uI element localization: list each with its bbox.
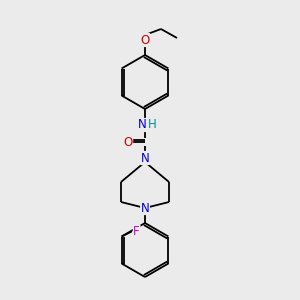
Text: H: H	[148, 118, 156, 131]
Text: N: N	[141, 202, 149, 214]
Text: O: O	[140, 34, 150, 46]
Text: O: O	[123, 136, 133, 148]
Text: F: F	[133, 225, 140, 238]
Text: N: N	[138, 118, 146, 131]
Text: N: N	[141, 152, 149, 164]
